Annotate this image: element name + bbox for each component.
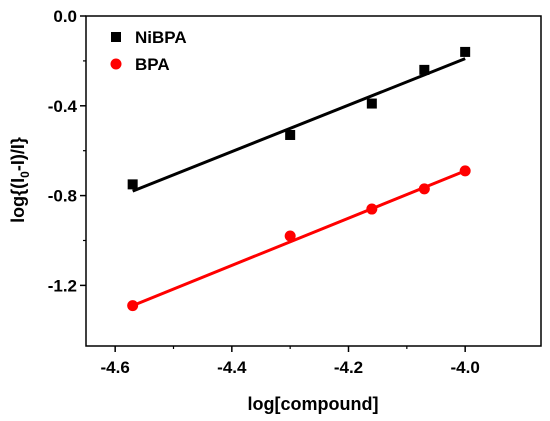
y-axis: 0.0 -0.4 -0.8 -1.2 (48, 7, 86, 295)
x-axis-label: log[compound] (248, 394, 379, 414)
point-bpa (284, 230, 296, 242)
x-tick-label: -4.0 (451, 358, 480, 377)
point-bpa (366, 203, 378, 215)
point-nibpa (127, 179, 138, 190)
legend-marker-nibpa (111, 32, 121, 42)
point-bpa (127, 300, 139, 312)
data-points (127, 46, 471, 312)
plot-area (85, 15, 542, 347)
y-tick-label: -0.4 (48, 97, 78, 116)
point-bpa (459, 165, 471, 177)
point-bpa (418, 183, 430, 195)
legend-label-nibpa: NiBPA (135, 28, 187, 47)
fit-lines (132, 57, 466, 307)
y-tick-label: 0.0 (53, 7, 77, 26)
y-tick-label: -0.8 (48, 187, 77, 206)
point-nibpa (460, 46, 471, 57)
x-tick-label: -4.2 (334, 358, 363, 377)
plot-frame (85, 15, 542, 347)
x-tick-label: -4.4 (217, 358, 247, 377)
fit-line-bpa (132, 169, 466, 307)
point-nibpa (366, 98, 377, 109)
y-tick-label: -1.2 (48, 276, 77, 295)
point-nibpa (419, 64, 430, 75)
y-axis-label: log{(I0-I)/I} (8, 137, 32, 223)
point-nibpa (285, 129, 296, 140)
legend-marker-bpa (110, 58, 122, 70)
x-axis: -4.6 -4.4 -4.2 -4.0 (101, 346, 480, 377)
legend-label-bpa: BPA (135, 55, 170, 74)
x-tick-label: -4.6 (101, 358, 130, 377)
legend: NiBPA BPA (110, 28, 187, 74)
fit-line-nibpa (132, 57, 466, 193)
